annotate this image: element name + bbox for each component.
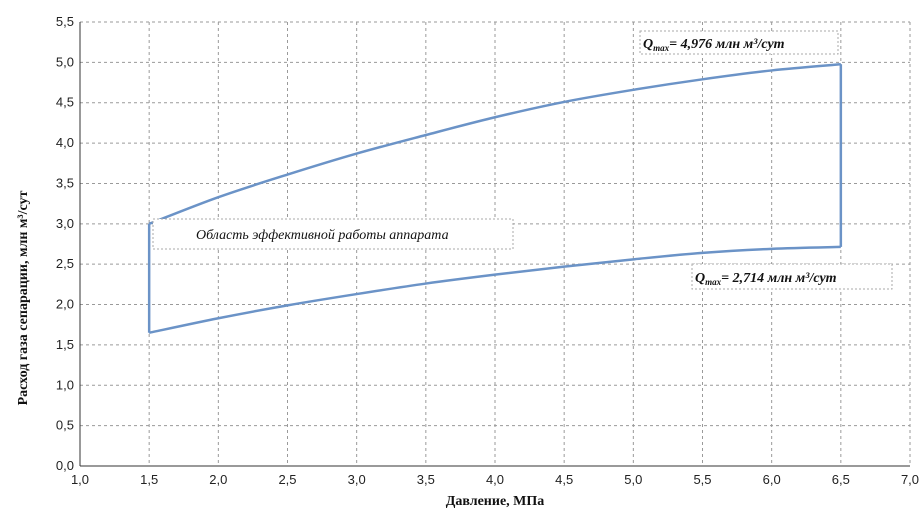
x-tick-label: 3,5 [417,472,435,487]
x-tick-label: 4,0 [486,472,504,487]
region-annotation-label: Область эффективной работы аппарата [196,228,449,243]
y-tick-label: 5,0 [56,54,74,69]
x-tick-label: 4,5 [555,472,573,487]
y-tick-label: 3,5 [56,175,74,190]
x-tick-label: 5,0 [624,472,642,487]
y-tick-label: 2,5 [56,256,74,271]
x-tick-label: 2,5 [278,472,296,487]
x-tick-label: 1,5 [140,472,158,487]
region-annotation: Область эффективной работы аппарата [153,219,513,249]
x-tick-label: 6,5 [832,472,850,487]
x-tick-label: 7,0 [901,472,919,487]
y-tick-label: 2,0 [56,297,74,312]
series-line-2 [149,247,841,333]
y-tick-label: 1,0 [56,377,74,392]
lower-qmax-q: Q [695,271,705,286]
x-axis-title: Давление, МПа [446,494,545,509]
x-tick-label: 6,0 [763,472,781,487]
y-axis-title: Расход газа сепарации, млн м³/сут [16,190,31,405]
lower-qmax-sub: max [705,277,722,287]
y-tick-label: 4,0 [56,135,74,150]
x-tick-label: 5,5 [693,472,711,487]
upper-qmax-sub: max [653,43,670,53]
x-tick-label: 3,0 [348,472,366,487]
y-tick-label: 5,5 [56,14,74,29]
y-tick-label: 3,0 [56,216,74,231]
x-tick-label: 2,0 [209,472,227,487]
x-tick-labels: 1,0 1,5 2,0 2,5 3,0 3,5 4,0 4,5 5,0 5,5 6,0 6,5 7,0 [71,472,919,487]
y-tick-labels: 0,0 0,5 1,0 1,5 2,0 2,5 3,0 3,5 4,0 4,5 5,0 5,5 [56,14,74,473]
y-tick-label: 4,5 [56,95,74,110]
upper-qmax-q: Q [643,37,653,52]
lower-qmax-annotation: Qmax= 2,714 млн м³/сут [692,264,892,289]
y-tick-label: 0,0 [56,458,74,473]
upper-qmax-annotation: Qmax= 4,976 млн м³/сут [640,31,838,54]
lower-qmax-value: = 2,714 млн м³/сут [721,271,837,286]
x-tick-label: 1,0 [71,472,89,487]
y-tick-label: 1,5 [56,337,74,352]
y-tick-label: 0,5 [56,418,74,433]
upper-qmax-value: = 4,976 млн м³/сут [669,37,785,52]
